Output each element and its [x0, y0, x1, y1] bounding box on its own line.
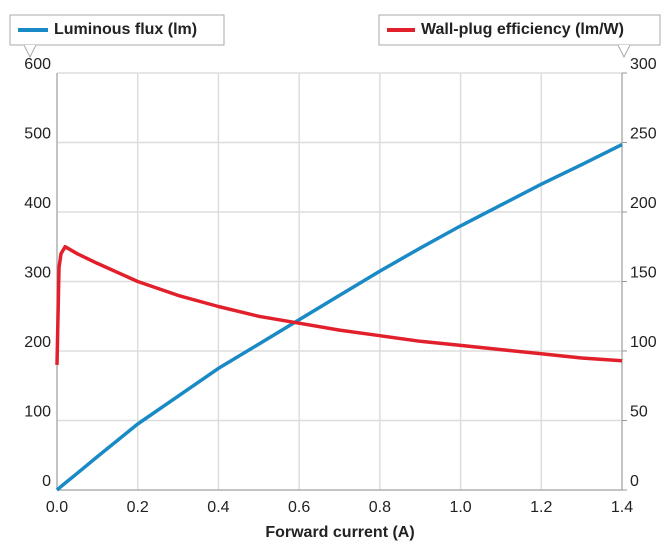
y-tick-label: 0 [42, 473, 51, 490]
legend-label: Wall-plug efficiency (lm/W) [421, 21, 624, 38]
y-tick-label: 600 [24, 56, 51, 73]
x-tick-label: 1.0 [449, 499, 471, 516]
legend-box [378, 14, 661, 46]
y-tick-label: 100 [24, 404, 51, 421]
y2-tick-label: 250 [630, 126, 657, 143]
y2-tick-label: 150 [630, 265, 657, 282]
y-tick-label: 200 [24, 334, 51, 351]
x-tick-label: 1.2 [530, 499, 552, 516]
x-axis-label: Forward current (A) [265, 524, 414, 541]
y2-tick-label: 50 [630, 404, 648, 421]
y-tick-label: 300 [24, 265, 51, 282]
y2-tick-label: 200 [630, 195, 657, 212]
x-tick-label: 0.6 [288, 499, 310, 516]
x-tick-label: 0.4 [207, 499, 229, 516]
line-series [55, 244, 623, 365]
y2-tick-label: 100 [630, 334, 657, 351]
legend-pointer [617, 44, 631, 59]
x-tick-label: 0.8 [369, 499, 391, 516]
x-tick-label: 1.4 [611, 499, 633, 516]
line-series [55, 143, 623, 492]
y2-tick-label: 300 [630, 56, 657, 73]
legend-pointer [23, 44, 37, 59]
y2-tick-label: 0 [630, 473, 639, 490]
x-tick-label: 0.2 [127, 499, 149, 516]
x-tick-label: 0.0 [46, 499, 68, 516]
y-tick-label: 500 [24, 126, 51, 143]
y-tick-label: 400 [24, 195, 51, 212]
legend-label: Luminous flux (lm) [54, 21, 197, 38]
